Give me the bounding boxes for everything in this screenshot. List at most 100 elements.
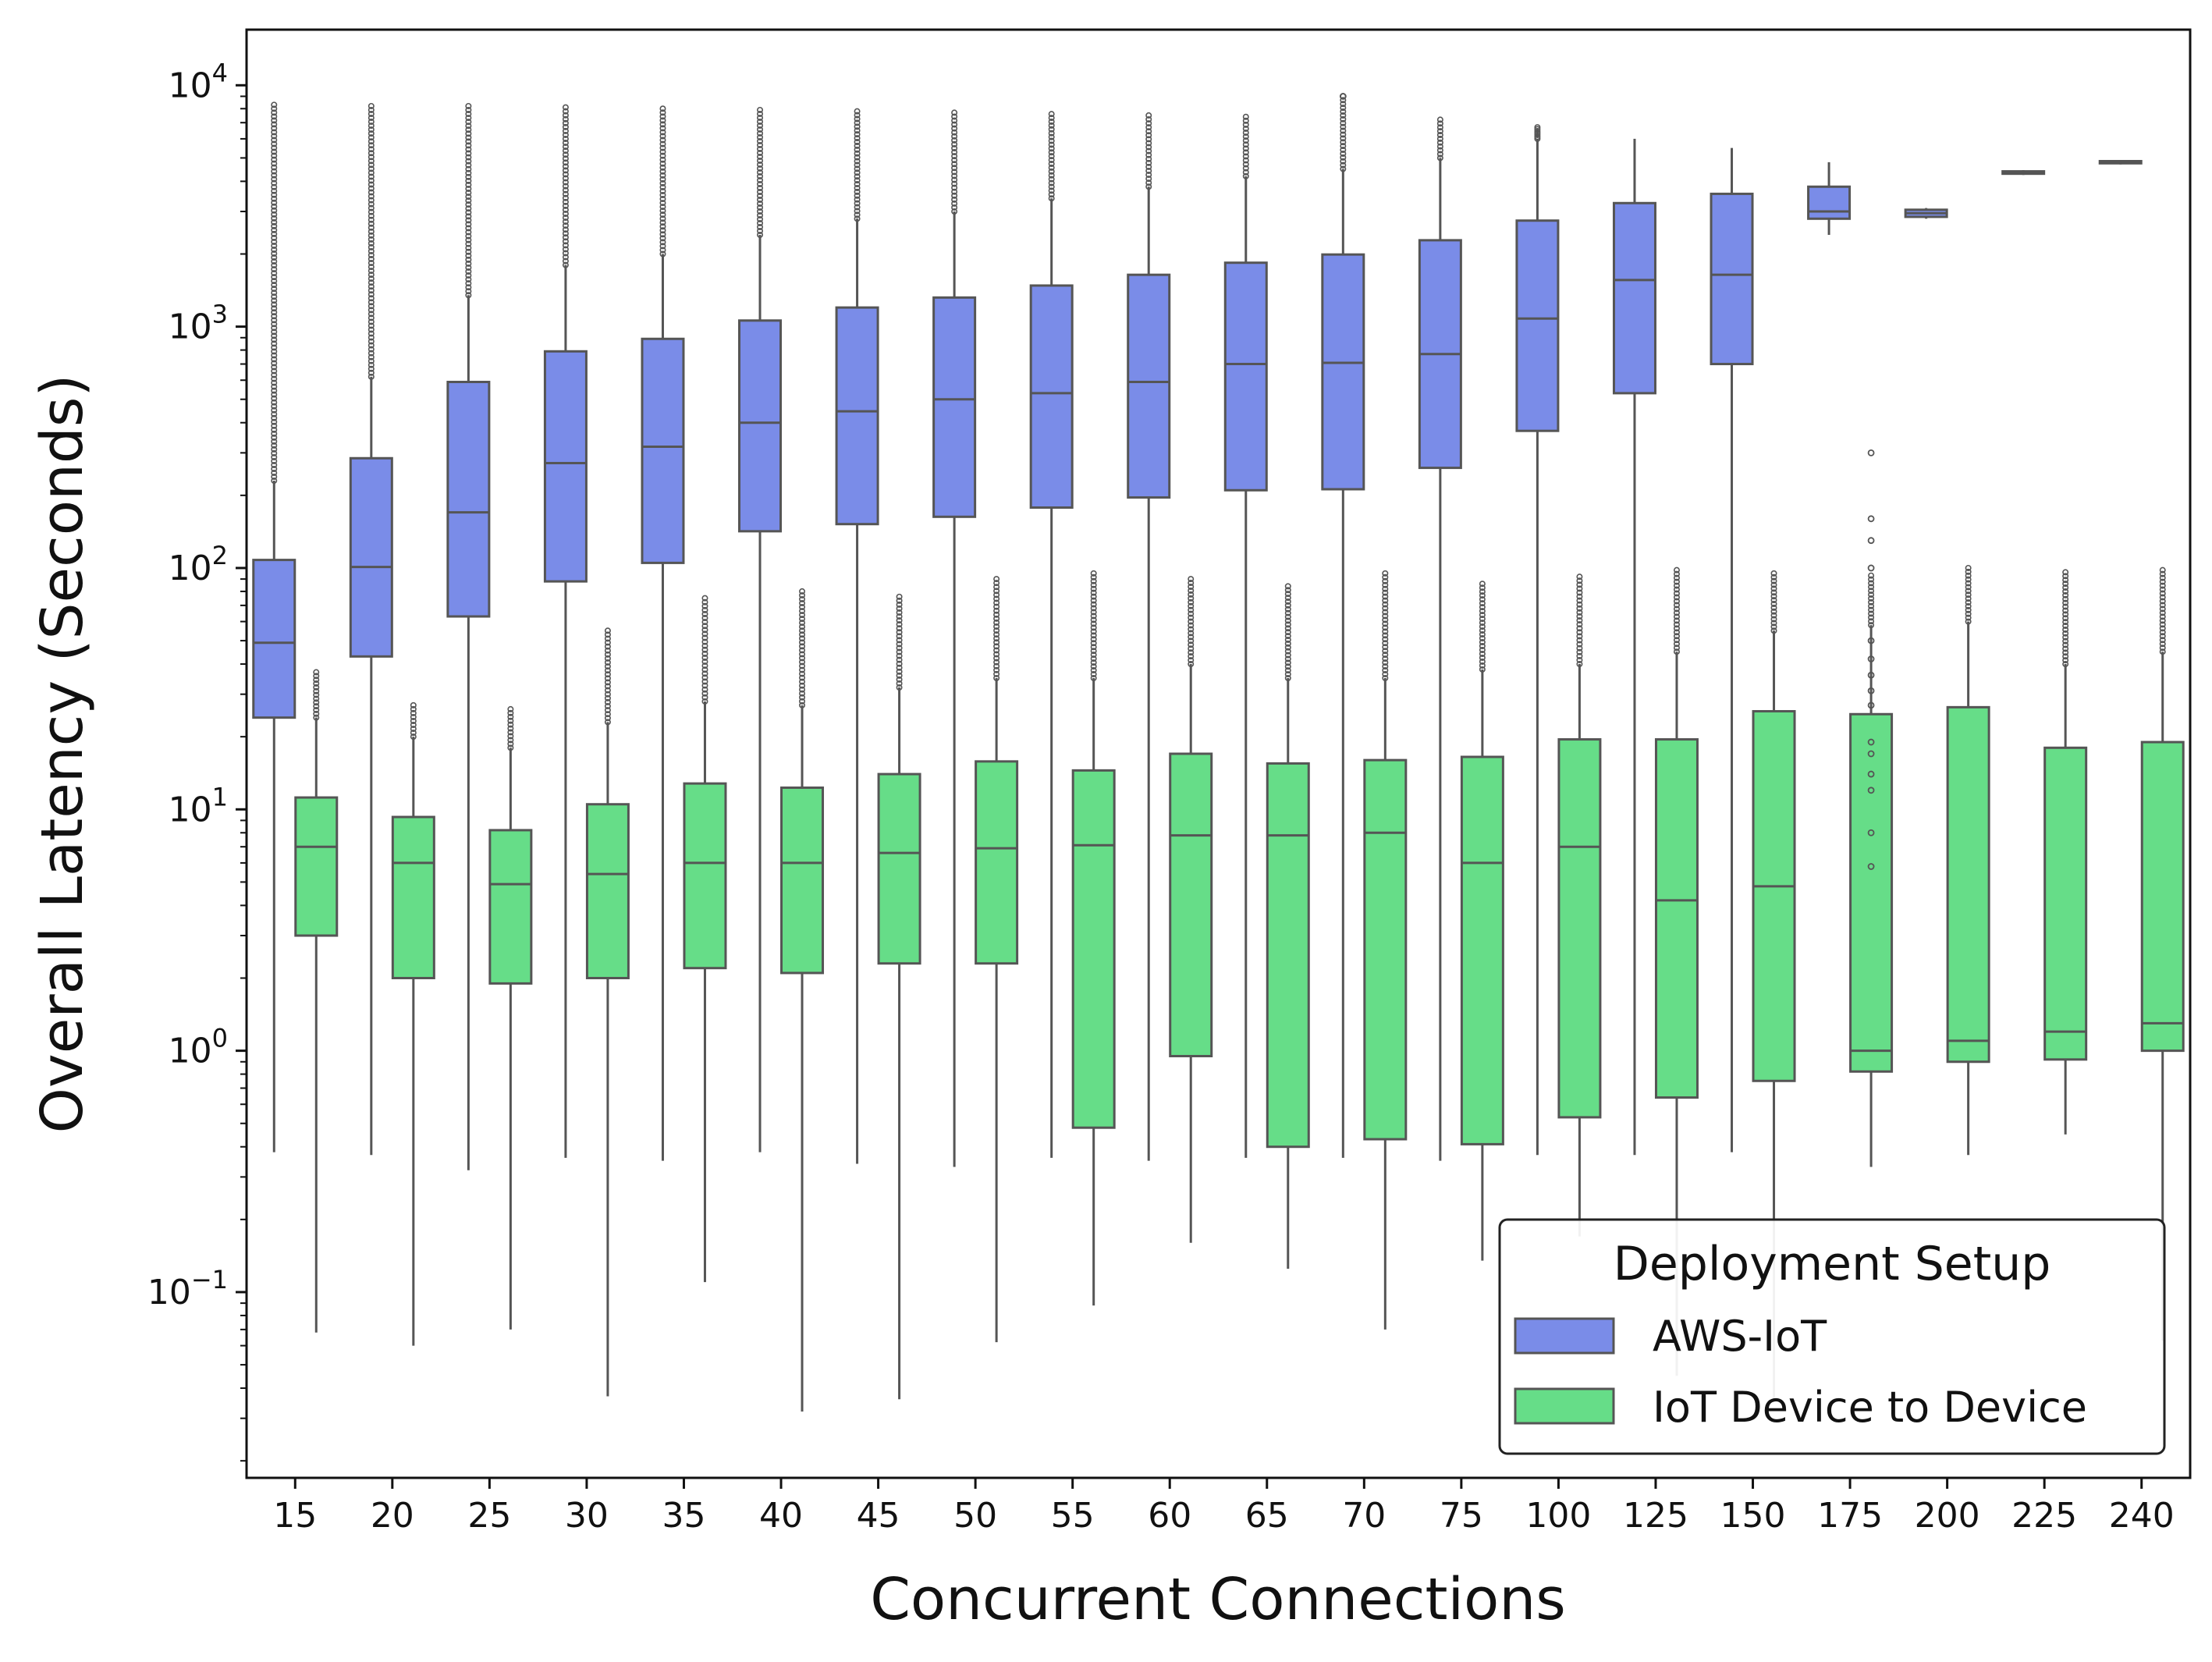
flier-point [367,126,375,133]
flier-point [659,105,666,112]
flier-point [367,146,375,153]
flier-point [854,123,861,130]
flier-point [2159,609,2166,616]
x-tick-label: 55 [1051,1496,1095,1536]
box [1654,738,1699,1099]
flier-point [659,227,666,234]
flier-point [1479,581,1486,588]
flier-point [951,204,958,211]
flier-point [1534,130,1541,137]
flier-point [1867,687,1875,694]
flier-point [993,580,1000,587]
flier-point [1770,612,1777,619]
flier-point [854,119,861,126]
flier-point [313,677,320,684]
flier-point [896,684,903,691]
flier-point [757,126,764,133]
flier-point [271,395,278,402]
flier-point [2062,653,2069,660]
flier-point [1145,136,1152,143]
flier-point [367,236,375,243]
flier-point [1479,627,1486,634]
flier-point [1048,187,1055,194]
flier-point [271,137,278,144]
flier-point [1340,108,1347,115]
x-tick-label: 35 [662,1496,705,1536]
flier-point [271,352,278,359]
flier-point [271,203,278,210]
flier-point [1576,609,1583,616]
box [446,381,491,618]
flier-point [1868,584,1875,591]
flier-point [410,713,417,720]
flier-point [757,161,764,168]
flier-point [562,167,569,174]
flier-point [1965,602,1972,609]
flier-point [465,194,472,201]
x-tick-label: 15 [273,1496,317,1536]
flier-point [507,740,514,748]
flier-point [367,346,375,353]
flier-point [757,106,764,113]
flier-point [1284,648,1291,655]
flier-point [1284,613,1291,620]
flier-point [1340,112,1347,119]
flier-point [465,209,472,216]
flier-point [896,648,903,655]
box [1127,273,1171,499]
flier-point [799,690,806,697]
flier-point [2062,584,2069,591]
flier-point [271,449,278,456]
flier-point [854,169,861,176]
flier-point [854,112,861,119]
flier-point [896,664,903,671]
flier-point [271,250,278,257]
axes [245,28,2192,1479]
flier-point [854,138,861,145]
flier-point [410,701,417,708]
flier-point [659,219,666,226]
flier-point [1188,598,1195,605]
flier-point [1867,564,1875,572]
flier-point [1090,624,1097,631]
flier-point [1090,570,1097,577]
flier-point [1382,674,1389,681]
flier-point [410,722,417,729]
flier-point [562,210,569,217]
flier-point [1868,595,1875,602]
flier-point [1382,605,1389,612]
flier-point [1188,610,1195,617]
flier-point [659,144,666,151]
flier-point [1770,577,1777,584]
flier-point [271,434,278,441]
flier-point [604,647,611,654]
flier-point [1242,133,1249,140]
flier-point [993,651,1000,658]
flier-point [854,154,861,161]
flier-point [271,168,278,175]
flier-point [271,215,278,222]
box [1557,738,1602,1119]
flier-point [271,109,278,116]
flier-point [799,627,806,634]
flier-point [1145,172,1152,179]
flier-point [1145,183,1152,190]
flier-point [1436,128,1443,135]
flier-point [2159,613,2166,620]
flier-point [1048,137,1055,144]
flier-point [659,208,666,215]
flier-point [1867,829,1875,836]
flier-point [562,131,569,138]
flier-point [562,238,569,245]
flier-point [1048,118,1055,125]
flier-point [757,149,764,156]
flier-point [1673,594,1680,601]
flier-point [2062,603,2069,610]
flier-point [1965,618,1972,625]
flier-point [604,707,611,714]
flier-point [659,176,666,183]
flier-point [1965,595,1972,602]
flier-point [659,215,666,222]
flier-point [1965,568,1972,575]
flier-point [1090,632,1097,639]
